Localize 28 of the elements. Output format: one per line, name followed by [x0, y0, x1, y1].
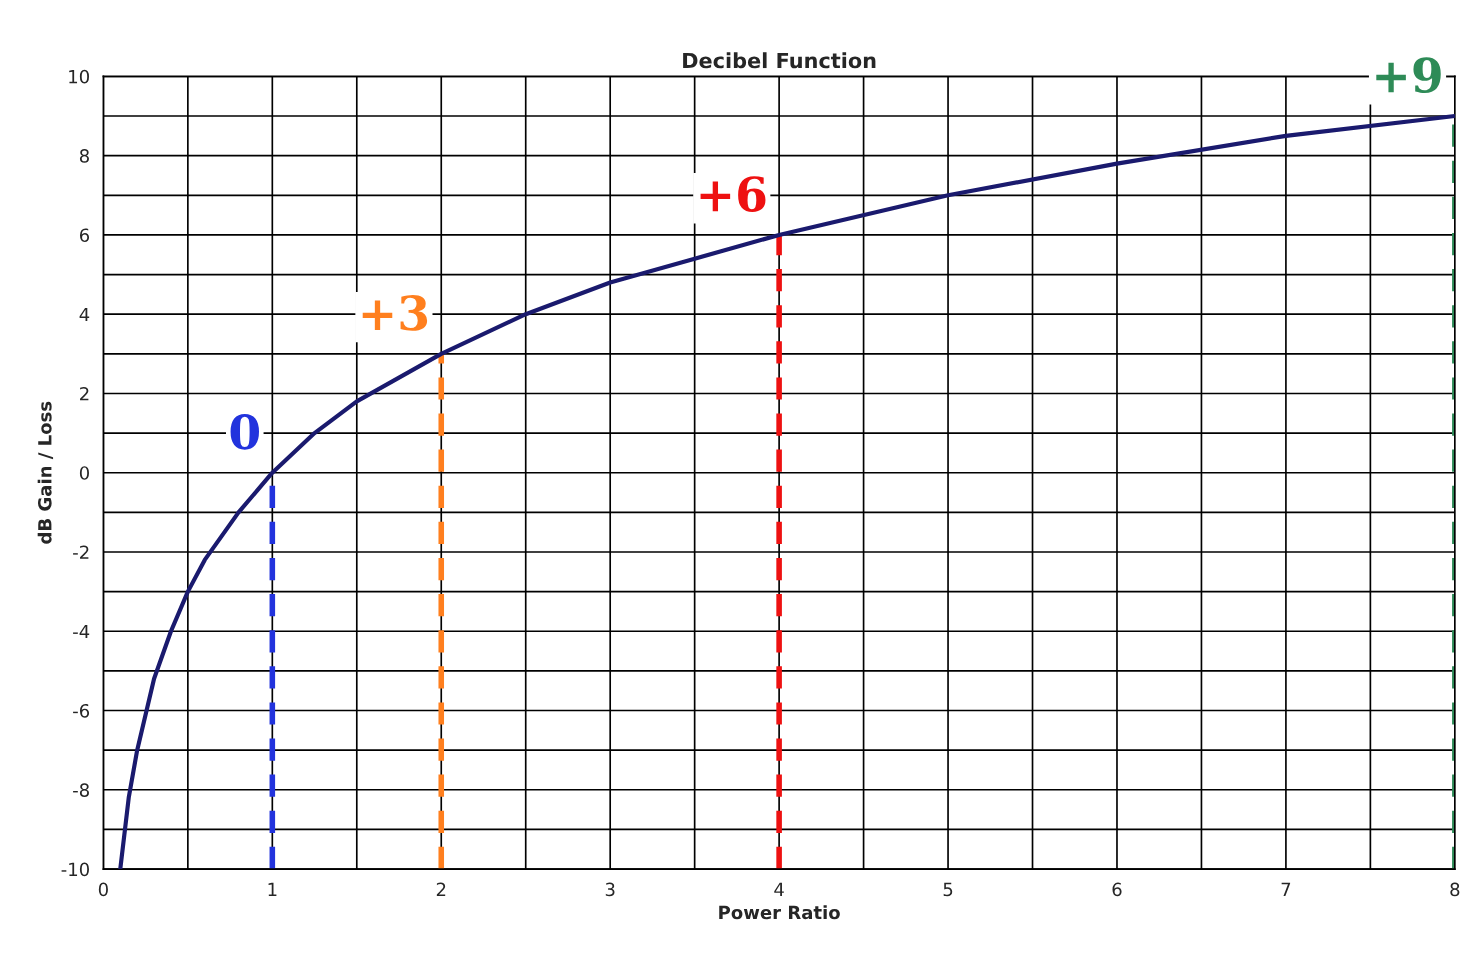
- y-tick-label: 0: [79, 466, 89, 480]
- annotation: 0: [230, 413, 259, 450]
- y-tick-label: 8: [79, 149, 89, 163]
- x-tick-label: 5: [943, 882, 953, 897]
- annotation: +6: [700, 176, 766, 212]
- y-tick-label: 4: [79, 307, 90, 322]
- line-series: [118, 113, 1455, 870]
- x-tick-label: 7: [1281, 882, 1291, 896]
- x-tick-label: 8: [1450, 882, 1460, 897]
- x-tick-label: 2: [436, 882, 446, 896]
- y-tick-label: -8: [73, 783, 89, 797]
- x-tick-label: 1: [268, 882, 277, 896]
- x-tick-label: 3: [605, 882, 615, 897]
- annotation: +9: [1376, 57, 1441, 93]
- y-tick-label: 10: [69, 69, 89, 84]
- y-tick-label: 6: [79, 228, 90, 243]
- x-tick-label: 6: [1112, 882, 1122, 897]
- x-tick-label: 0: [98, 882, 108, 897]
- chart-title: Decibel Function: [683, 52, 876, 69]
- y-tick-label: 2: [80, 386, 89, 401]
- y-axis-title: dB Gain / Loss: [37, 401, 54, 544]
- annotation: +3: [362, 295, 428, 331]
- y-tick-label: -6: [73, 703, 90, 718]
- y-tick-label: -10: [61, 862, 89, 877]
- x-axis-title: Power Ratio: [719, 905, 840, 920]
- y-tick-label: -4: [73, 624, 90, 639]
- y-tick-label: -2: [73, 545, 89, 559]
- x-tick-label: 4: [774, 882, 784, 896]
